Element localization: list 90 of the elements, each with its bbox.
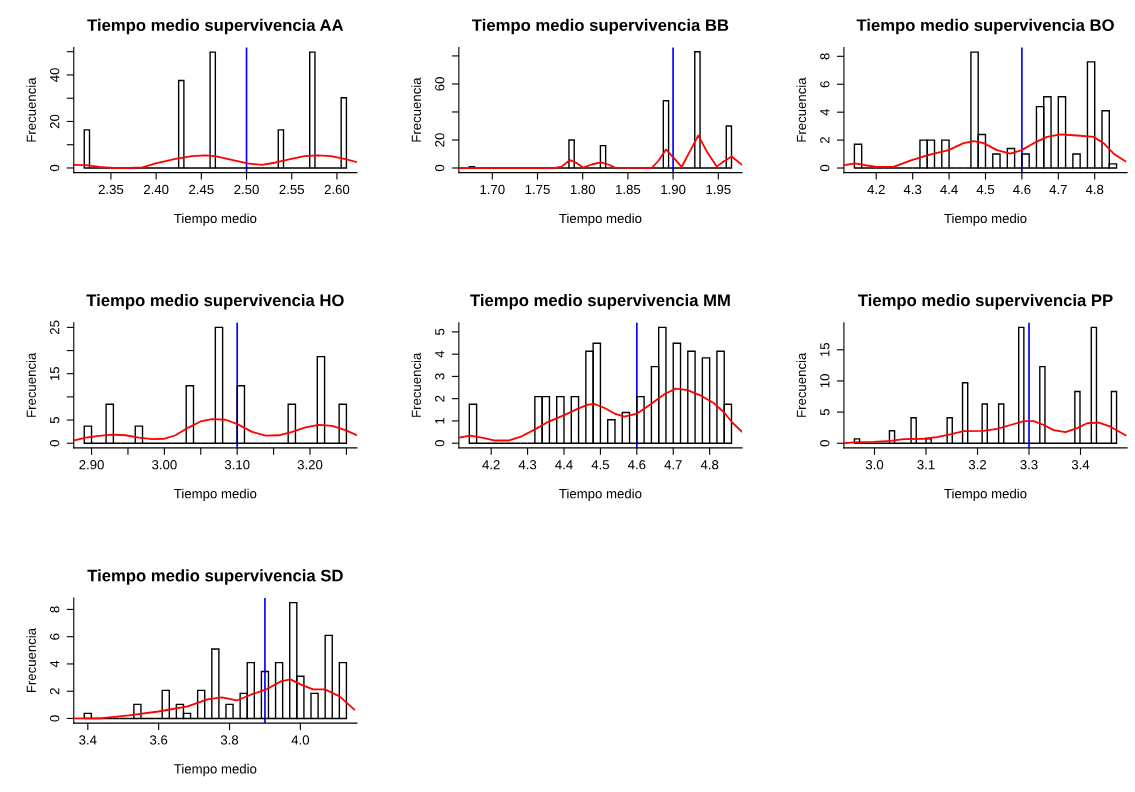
- x-tick-label: 2.50: [234, 184, 259, 195]
- y-axis-title: Frecuencia: [26, 77, 36, 142]
- y-axis-title: Frecuencia: [796, 352, 807, 417]
- x-tick-label: 3.10: [224, 460, 250, 470]
- x-tick-label: 3.0: [865, 460, 884, 470]
- y-tick-label: 4: [435, 350, 445, 358]
- x-tick-label: 3.6: [149, 735, 168, 745]
- chart-title: Tiempo medio supervivencia PP: [858, 294, 1113, 310]
- x-tick-label: 4.2: [482, 460, 500, 470]
- y-axis-title: Frecuencia: [411, 352, 422, 417]
- x-tick-label: 2.35: [98, 184, 124, 195]
- x-tick-label: 4.7: [1049, 184, 1067, 194]
- y-tick-label: 10: [820, 374, 830, 388]
- y-tick-label: 8: [50, 606, 60, 613]
- y-tick-label: 40: [50, 68, 60, 82]
- y-tick-label: 0: [50, 440, 60, 447]
- y-tick-label: 5: [435, 328, 445, 336]
- y-tick-label: 2: [435, 395, 445, 402]
- x-axis-title: Tiempo medio: [174, 488, 257, 501]
- x-tick-label: 3.00: [152, 460, 177, 470]
- y-axis-title: Frecuencia: [796, 77, 807, 142]
- x-axis-title: Tiempo medio: [559, 213, 642, 226]
- y-tick-label: 15: [820, 343, 830, 357]
- x-tick-label: 3.1: [917, 460, 935, 470]
- chart-title: Tiempo medio supervivencia BO: [856, 18, 1114, 35]
- y-tick-label: 6: [50, 633, 60, 640]
- y-tick-label: 0: [435, 164, 445, 172]
- y-tick-label: 3: [435, 373, 445, 380]
- y-axis-title: Frecuencia: [26, 352, 36, 417]
- y-tick-label: 0: [50, 164, 60, 172]
- x-tick-label: 4.2: [867, 184, 885, 194]
- y-tick-label: 4: [50, 660, 60, 668]
- x-tick-label: 2.45: [189, 184, 214, 195]
- x-tick-label: 4.5: [591, 460, 610, 470]
- y-tick-label: 2: [50, 688, 60, 695]
- y-tick-label: 5: [50, 416, 60, 424]
- x-tick-label: 4.4: [555, 460, 573, 470]
- x-tick-label: 3.4: [1071, 460, 1090, 470]
- chart-title: Tiempo medio supervivencia MM: [470, 294, 730, 310]
- chart-title: Tiempo medio supervivencia SD: [87, 569, 343, 585]
- y-tick-label: 6: [820, 81, 830, 88]
- x-tick-label: 4.0: [291, 735, 310, 745]
- x-tick-label: 3.20: [297, 460, 323, 470]
- y-tick-label: 60: [435, 77, 445, 91]
- y-tick-label: 15: [50, 366, 60, 381]
- x-tick-label: 4.8: [1085, 184, 1104, 195]
- x-tick-label: 1.95: [706, 184, 731, 195]
- x-axis-title: Tiempo medio: [944, 488, 1027, 501]
- x-tick-label: 2.40: [143, 184, 169, 195]
- x-axis-title: Tiempo medio: [944, 213, 1027, 226]
- x-tick-label: 1.85: [616, 184, 641, 195]
- x-tick-label: 4.3: [903, 184, 922, 195]
- chart-title: Tiempo medio supervivencia BB: [472, 18, 729, 35]
- y-tick-label: 1: [435, 417, 445, 424]
- y-tick-label: 25: [50, 320, 60, 335]
- x-tick-label: 4.6: [1013, 184, 1031, 195]
- x-tick-label: 1.75: [525, 184, 550, 195]
- x-tick-label: 3.8: [220, 735, 239, 745]
- y-tick-label: 20: [435, 133, 445, 147]
- y-tick-label: 20: [50, 114, 60, 129]
- y-axis-title: Frecuencia: [411, 77, 422, 142]
- x-tick-label: 4.7: [664, 460, 682, 470]
- x-tick-label: 3.3: [1020, 460, 1038, 470]
- y-tick-label: 4: [820, 108, 830, 116]
- x-tick-label: 4.5: [976, 184, 995, 195]
- y-tick-label: 0: [435, 440, 445, 447]
- chart-title: Tiempo medio supervivencia HO: [86, 294, 344, 310]
- x-tick-label: 4.6: [627, 460, 646, 470]
- y-tick-label: 0: [820, 164, 830, 172]
- y-tick-label: 2: [820, 137, 830, 144]
- x-tick-label: 3.2: [968, 460, 987, 470]
- x-tick-label: 3.4: [79, 735, 97, 745]
- x-tick-label: 1.70: [480, 184, 505, 195]
- y-tick-label: 0: [820, 440, 830, 447]
- y-tick-label: 8: [820, 53, 830, 60]
- x-tick-label: 4.8: [700, 460, 719, 470]
- x-axis-title: Tiempo medio: [559, 488, 642, 501]
- x-tick-label: 2.55: [279, 184, 305, 195]
- x-axis-title: Tiempo medio: [174, 213, 257, 226]
- x-tick-label: 1.80: [570, 184, 596, 195]
- x-tick-label: 4.3: [518, 460, 537, 470]
- x-tick-label: 2.90: [79, 460, 104, 470]
- x-axis-title: Tiempo medio: [174, 763, 257, 777]
- x-tick-label: 4.4: [940, 184, 958, 194]
- x-tick-label: 2.60: [324, 184, 350, 195]
- chart-title: Tiempo medio supervivencia AA: [87, 18, 344, 35]
- y-tick-label: 0: [50, 715, 60, 722]
- y-axis-title: Frecuencia: [26, 627, 36, 693]
- x-tick-label: 1.90: [661, 184, 686, 195]
- y-tick-label: 5: [820, 408, 830, 416]
